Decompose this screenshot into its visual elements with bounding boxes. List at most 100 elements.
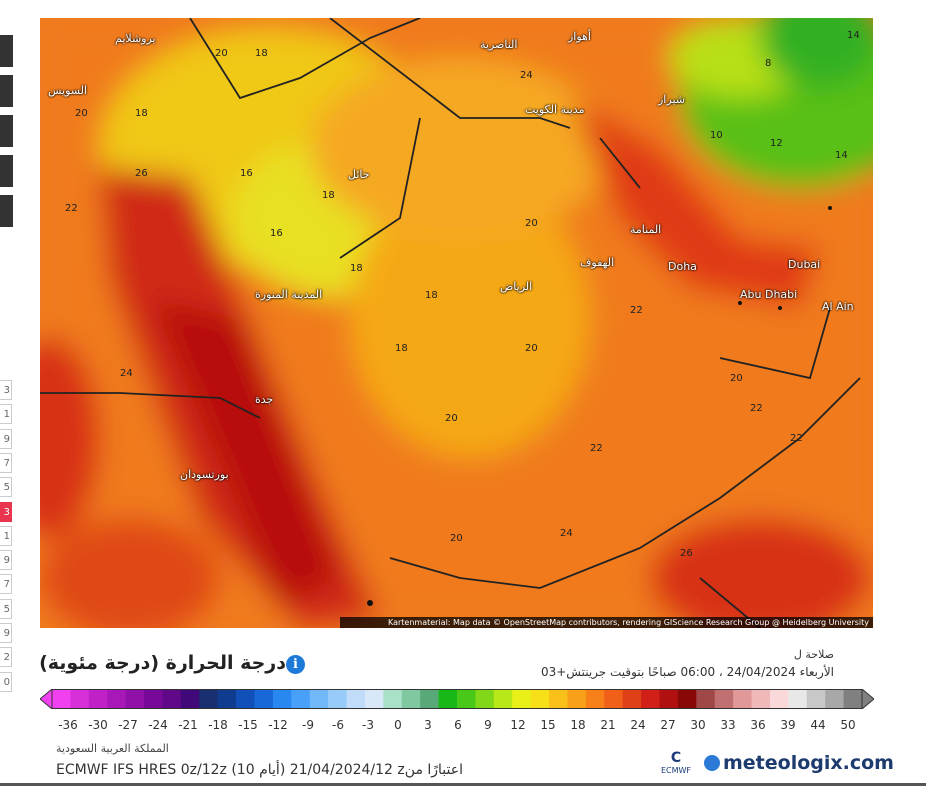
scale-swatch [272, 689, 292, 709]
scale-swatch [401, 689, 421, 709]
temperature-value: 18 [135, 108, 148, 119]
temperature-value: 16 [270, 228, 283, 239]
sidebar-button[interactable] [0, 115, 13, 147]
scale-swatch [52, 689, 71, 709]
ecmwf-logo: C ECMWF [660, 750, 692, 775]
scale-swatch [659, 689, 679, 709]
city-label: أهواز [568, 30, 591, 43]
time-step-button[interactable]: 7 [0, 452, 12, 473]
sidebar-button[interactable] [0, 35, 13, 67]
scale-tick-label: 50 [840, 718, 856, 732]
time-step-button[interactable]: 1 [0, 525, 12, 546]
temperature-value: 12 [770, 138, 783, 149]
scale-swatch [696, 689, 716, 709]
scale-tick-label: -12 [268, 718, 288, 732]
scale-tick-label: 36 [750, 718, 766, 732]
scale-swatch [788, 689, 808, 709]
scale-swatch [236, 689, 255, 709]
scale-swatch [346, 689, 366, 709]
map-attribution: Kartenmaterial: Map data © OpenStreetMap… [340, 617, 873, 628]
scale-swatch [475, 689, 495, 709]
scale-swatch [622, 689, 642, 709]
model-run-info: ECMWF IFS HRES 0z/12z (10 أيام) 21/04/20… [56, 762, 463, 778]
city-label: بورتسودان [180, 468, 229, 481]
city-label: مدينة الكويت [525, 103, 585, 116]
temperature-value: 24 [520, 70, 533, 81]
time-step-button[interactable]: 3 [0, 380, 12, 400]
scale-tick-label: 33 [720, 718, 736, 732]
valid-label: صلاحة ل [793, 648, 834, 661]
temperature-value: 24 [120, 368, 133, 379]
city-label: Dubai [788, 258, 821, 271]
scale-tick-label: 3 [424, 718, 432, 732]
scale-tick-label: -6 [332, 718, 344, 732]
scale-swatch [733, 689, 753, 709]
scale-tick-label: -15 [238, 718, 258, 732]
scale-tick-label: -3 [362, 718, 374, 732]
temperature-value: 10 [710, 130, 723, 141]
city-label: شيراز [658, 93, 685, 106]
temperature-value: 20 [730, 373, 743, 384]
time-step-button[interactable]: 0 [0, 671, 12, 692]
time-step-button[interactable]: 9 [0, 428, 12, 449]
temperature-value: 20 [525, 343, 538, 354]
time-step-button[interactable]: 2 [0, 647, 12, 668]
scale-swatch [769, 689, 789, 709]
temperature-value: 20 [215, 48, 228, 59]
temperature-value: 16 [240, 168, 253, 179]
city-label: الهفوف [580, 256, 615, 269]
temperature-value: 20 [525, 218, 538, 229]
sidebar-button[interactable] [0, 75, 13, 107]
time-step-button[interactable]: 5 [0, 477, 12, 498]
city-label: السويس [48, 84, 87, 97]
temperature-value: 8 [765, 58, 772, 69]
temperature-value: 22 [630, 305, 643, 316]
scale-tick-label: 27 [660, 718, 676, 732]
time-step-button[interactable]: 3 [0, 501, 12, 522]
time-step-button[interactable]: 9 [0, 623, 12, 643]
info-icon[interactable]: i [286, 655, 305, 674]
meteologix-logo-icon [704, 755, 720, 771]
region-name: المملكة العربية السعودية [56, 742, 169, 755]
city-label: Doha [668, 260, 697, 273]
time-step-button[interactable]: 9 [0, 550, 12, 571]
time-step-button[interactable]: 7 [0, 574, 12, 595]
temperature-value: 22 [750, 403, 763, 414]
temperature-value: 18 [350, 263, 363, 274]
meteologix-logo[interactable]: meteologix.com [704, 752, 894, 774]
temperature-value: 20 [445, 413, 458, 424]
time-step-button[interactable]: 1 [0, 404, 12, 425]
temperature-map[interactable]: Doha Dubai Abu Dhabi Al Ain الرياض المنامة اله… [40, 18, 873, 628]
city-label: الناصرية [480, 38, 518, 51]
scale-swatch [420, 689, 440, 709]
scale-swatch [107, 689, 127, 709]
temperature-value: 20 [75, 108, 88, 119]
temperature-value: 22 [590, 443, 603, 454]
scale-swatch [549, 689, 568, 709]
scale-tick-label: -27 [118, 718, 138, 732]
scale-swatch [125, 689, 145, 709]
temperature-value: 26 [135, 168, 148, 179]
scale-swatch [364, 689, 384, 709]
scale-swatch [144, 689, 163, 709]
scale-tick-label: 12 [510, 718, 526, 732]
temperature-value: 22 [790, 433, 803, 444]
time-step-button[interactable]: 5 [0, 598, 12, 619]
scale-arrow-right [861, 689, 874, 709]
temperature-value: 26 [680, 548, 693, 559]
scale-tick-label: -36 [58, 718, 78, 732]
scale-tick-label: 24 [630, 718, 646, 732]
city-label: Al Ain [822, 300, 854, 313]
scale-tick-label: -21 [178, 718, 198, 732]
temperature-value: 18 [322, 190, 335, 201]
city-label: حائل [348, 168, 370, 181]
scale-swatch [585, 689, 605, 709]
border-lines [40, 18, 861, 628]
scale-tick-label: -9 [302, 718, 314, 732]
scale-tick-label: 0 [394, 718, 402, 732]
scale-arrow-left [40, 689, 53, 709]
sidebar-button[interactable] [0, 195, 13, 227]
sidebar-button[interactable] [0, 155, 13, 187]
map-heat-layer [40, 18, 873, 628]
scale-tick-label: 30 [690, 718, 706, 732]
